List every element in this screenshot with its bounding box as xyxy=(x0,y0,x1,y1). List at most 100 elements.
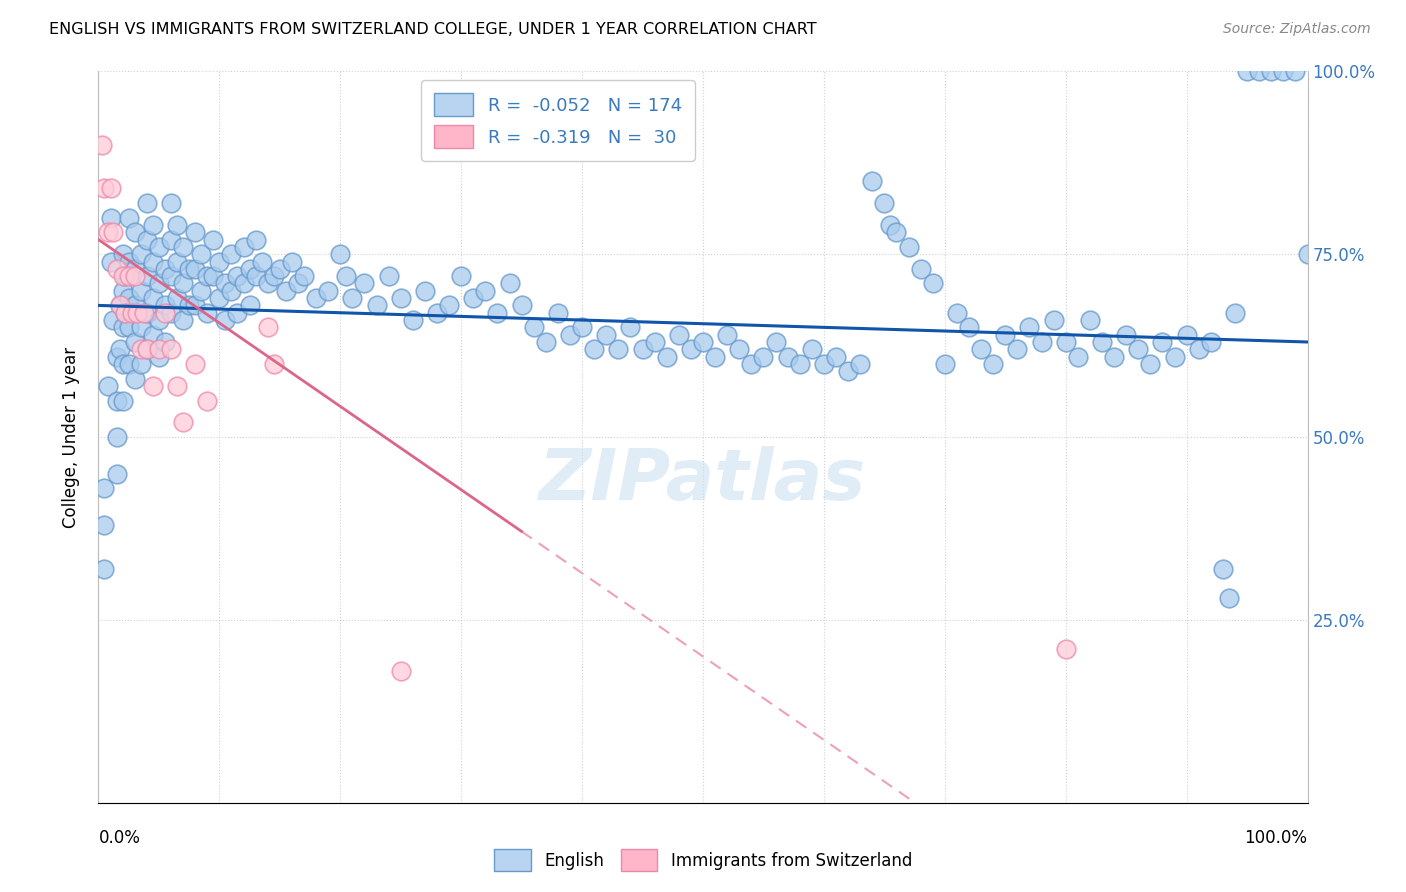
Point xyxy=(214,277,236,291)
Point xyxy=(148,350,170,364)
Point xyxy=(208,291,231,305)
Point xyxy=(111,247,134,261)
Point xyxy=(153,261,176,276)
Point xyxy=(1042,313,1064,327)
Point xyxy=(728,343,751,357)
Point xyxy=(547,306,569,320)
Point xyxy=(97,379,120,393)
Point xyxy=(402,313,425,327)
Point xyxy=(135,269,157,284)
Point xyxy=(160,196,183,211)
Point xyxy=(239,261,262,276)
Point xyxy=(523,320,546,334)
Point xyxy=(474,284,496,298)
Point xyxy=(1139,357,1161,371)
Point xyxy=(1296,247,1319,261)
Point xyxy=(124,371,146,385)
Point xyxy=(100,211,122,225)
Point xyxy=(329,247,352,261)
Point xyxy=(789,357,811,371)
Point xyxy=(305,291,328,305)
Point xyxy=(160,306,183,320)
Point xyxy=(879,218,901,232)
Point xyxy=(910,261,932,276)
Point xyxy=(1188,343,1211,357)
Point xyxy=(111,320,134,334)
Point xyxy=(450,269,472,284)
Point xyxy=(316,284,339,298)
Point xyxy=(583,343,606,357)
Point xyxy=(897,240,920,254)
Point xyxy=(921,277,943,291)
Point xyxy=(655,350,678,364)
Point xyxy=(114,269,136,284)
Point xyxy=(153,334,176,349)
Point xyxy=(221,284,243,298)
Text: 100.0%: 100.0% xyxy=(1244,829,1308,847)
Point xyxy=(129,343,152,357)
Legend: English, Immigrants from Switzerland: English, Immigrants from Switzerland xyxy=(485,841,921,880)
Point xyxy=(121,306,143,320)
Point xyxy=(1054,334,1077,349)
Point xyxy=(1223,306,1246,320)
Point xyxy=(849,357,872,371)
Point xyxy=(184,298,207,312)
Point xyxy=(1163,350,1185,364)
Point xyxy=(202,269,225,284)
Point xyxy=(148,343,170,357)
Point xyxy=(1236,64,1258,78)
Point xyxy=(153,306,176,320)
Point xyxy=(195,306,218,320)
Point xyxy=(100,254,122,268)
Point xyxy=(190,284,212,298)
Point xyxy=(195,393,218,408)
Point xyxy=(93,481,115,495)
Point xyxy=(970,343,993,357)
Point xyxy=(208,254,231,268)
Point xyxy=(860,174,883,188)
Point xyxy=(142,379,165,393)
Point xyxy=(292,269,315,284)
Point xyxy=(595,327,617,342)
Point xyxy=(105,467,128,481)
Point xyxy=(93,562,115,576)
Point xyxy=(1218,591,1240,605)
Point xyxy=(1152,334,1174,349)
Point xyxy=(153,298,176,312)
Point xyxy=(250,254,273,268)
Point xyxy=(873,196,896,211)
Point xyxy=(226,306,249,320)
Point xyxy=(135,233,157,247)
Point xyxy=(269,261,291,276)
Point xyxy=(105,393,128,408)
Point xyxy=(498,277,520,291)
Point xyxy=(837,364,859,378)
Point xyxy=(135,196,157,211)
Point xyxy=(114,306,136,320)
Point xyxy=(239,298,262,312)
Point xyxy=(142,327,165,342)
Point xyxy=(179,298,201,312)
Point xyxy=(127,306,149,320)
Point xyxy=(631,343,654,357)
Point xyxy=(232,277,254,291)
Point xyxy=(413,284,436,298)
Point xyxy=(510,298,533,312)
Point xyxy=(1078,313,1101,327)
Point xyxy=(287,277,309,291)
Point xyxy=(93,181,115,195)
Point xyxy=(160,343,183,357)
Point xyxy=(202,233,225,247)
Point xyxy=(1102,350,1125,364)
Point xyxy=(118,291,141,305)
Point xyxy=(534,334,557,349)
Point xyxy=(716,327,738,342)
Point xyxy=(118,269,141,284)
Legend: R =  -0.052   N = 174, R =  -0.319   N =  30: R = -0.052 N = 174, R = -0.319 N = 30 xyxy=(422,80,695,161)
Point xyxy=(366,298,388,312)
Point xyxy=(426,306,449,320)
Point xyxy=(148,240,170,254)
Point xyxy=(111,284,134,298)
Point xyxy=(129,284,152,298)
Point xyxy=(135,306,157,320)
